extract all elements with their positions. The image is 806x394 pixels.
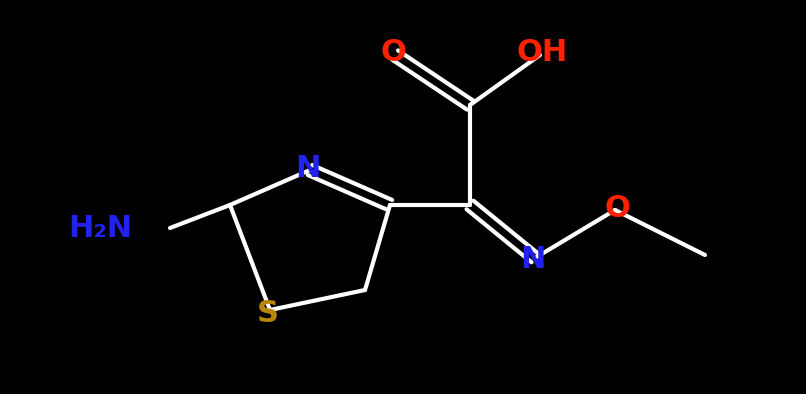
Text: S: S (257, 299, 279, 329)
Text: O: O (380, 37, 406, 67)
Text: OH: OH (517, 37, 567, 67)
Text: H₂N: H₂N (68, 214, 132, 242)
Text: N: N (295, 154, 321, 182)
Text: O: O (604, 193, 630, 223)
Text: N: N (521, 245, 546, 275)
